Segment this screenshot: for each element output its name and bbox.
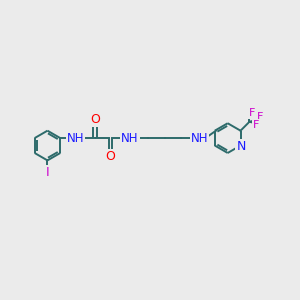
Text: I: I — [46, 167, 49, 179]
Text: F: F — [249, 108, 255, 118]
Text: N: N — [236, 140, 246, 153]
Text: NH: NH — [67, 132, 85, 145]
Text: NH: NH — [191, 132, 208, 145]
Text: F: F — [253, 120, 259, 130]
Text: NH: NH — [121, 132, 139, 145]
Text: O: O — [90, 113, 100, 126]
Text: F: F — [257, 112, 263, 122]
Text: O: O — [106, 150, 116, 163]
